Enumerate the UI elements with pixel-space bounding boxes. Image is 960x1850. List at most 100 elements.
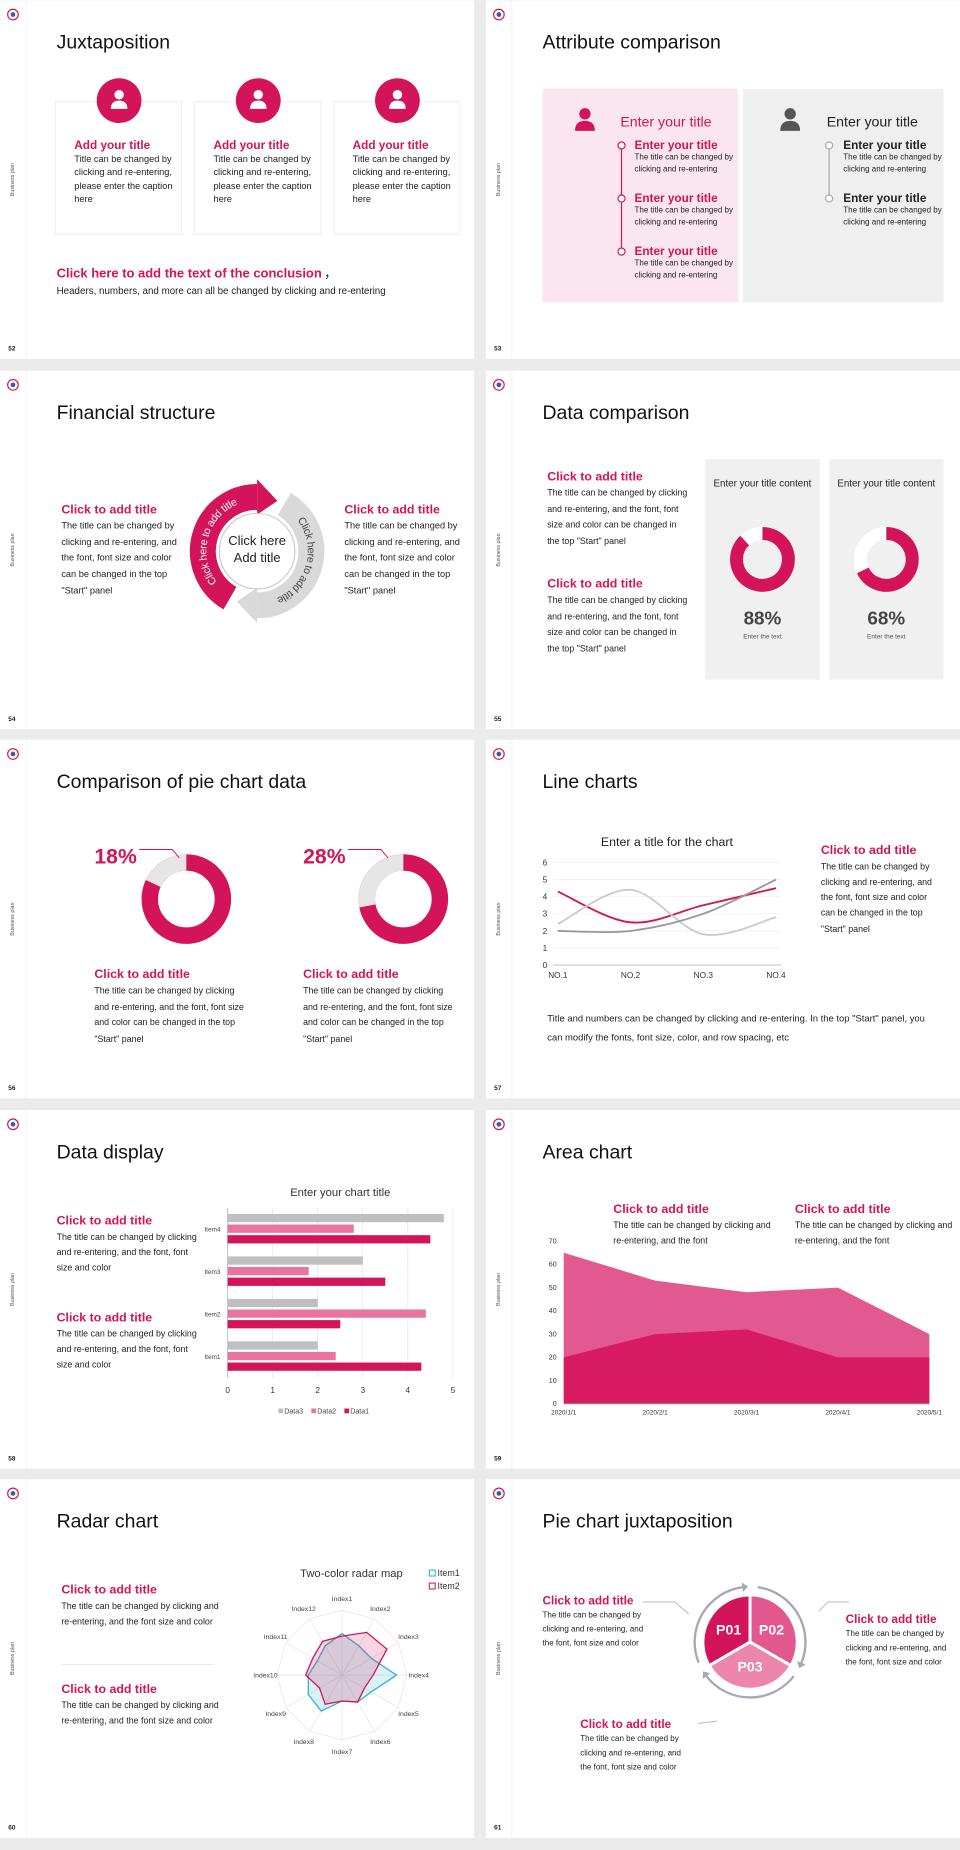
radar-series bbox=[304, 1631, 388, 1706]
block-title: Click to add title bbox=[61, 1583, 157, 1597]
page-number: 61 bbox=[494, 1825, 502, 1832]
bar bbox=[227, 1224, 354, 1233]
page-number: 53 bbox=[494, 346, 502, 353]
axis-label: Index9 bbox=[265, 1711, 286, 1718]
block-text: The title can be changed by clicking and… bbox=[61, 520, 177, 596]
y-tick-label: 2 bbox=[543, 927, 548, 936]
slide-title: Data display bbox=[57, 1142, 164, 1164]
bar bbox=[227, 1235, 431, 1244]
value-label: 68% bbox=[867, 607, 905, 628]
block-text-box: The title can be changed by clicking and… bbox=[542, 1611, 644, 1648]
connector bbox=[642, 1601, 690, 1615]
slide: Business plan 56 Comparison of pie chart d… bbox=[0, 739, 475, 1099]
timeline-dot bbox=[824, 194, 834, 203]
spoke bbox=[309, 1674, 343, 1732]
slide-title: Area chart bbox=[543, 1142, 633, 1164]
connector bbox=[818, 1601, 850, 1612]
legend-label: Data3 bbox=[284, 1408, 303, 1415]
item-text-box: The title can be changed by clicking and… bbox=[634, 153, 733, 174]
y-tick-label: 40 bbox=[549, 1308, 557, 1315]
item-text: The title can be changed by clicking and… bbox=[634, 206, 733, 227]
item-title: Enter your title bbox=[634, 192, 718, 205]
block-text: The title can be changed by clicking and… bbox=[547, 487, 688, 546]
x-tick-label: 2020/3/1 bbox=[734, 1409, 760, 1416]
timeline-dot bbox=[617, 194, 626, 203]
segment-label: P02 bbox=[759, 1621, 784, 1637]
item-text: The title can be changed by clicking and… bbox=[634, 153, 733, 174]
axis-label: Index2 bbox=[370, 1606, 391, 1613]
x-tick-label: 4 bbox=[406, 1386, 411, 1395]
card-title: Add your title bbox=[74, 139, 150, 152]
side-label: Business plan bbox=[10, 1273, 16, 1306]
page-number: 59 bbox=[494, 1455, 502, 1462]
y-tick-label: 30 bbox=[549, 1331, 557, 1338]
block-text-box: The title can be changed by clicking and… bbox=[61, 1601, 218, 1627]
legend-swatch bbox=[311, 1408, 317, 1414]
conclusion-title: Click here to add the text of the conclu… bbox=[57, 266, 322, 281]
center-label: Click here Add title bbox=[228, 534, 286, 565]
block-text-box: The title can be changed by clicking and… bbox=[547, 487, 688, 546]
axis-label: Index1 bbox=[332, 1596, 353, 1603]
item-text-box: The title can be changed by clicking and… bbox=[843, 206, 942, 227]
ring-arrow bbox=[797, 1661, 806, 1669]
page-number: 55 bbox=[494, 716, 502, 723]
logo-core bbox=[496, 12, 502, 17]
block-title: Click to add title bbox=[57, 1310, 153, 1324]
item-title: Enter your title bbox=[843, 139, 927, 152]
side-label: Business plan bbox=[496, 163, 502, 196]
item-text-box: The title can be changed by clicking and… bbox=[634, 206, 733, 227]
card-text-box: Title can be changed by clicking and re-… bbox=[353, 154, 451, 205]
icon-head bbox=[784, 108, 796, 120]
bar bbox=[227, 1320, 341, 1329]
slide: Business plan 52 Juxtaposition Add your tit… bbox=[0, 0, 475, 359]
pie-segment bbox=[707, 1640, 793, 1691]
x-tick-label: 2020/1/1 bbox=[551, 1409, 577, 1416]
y-tick-label: Item4 bbox=[204, 1227, 221, 1234]
spoke bbox=[341, 1618, 375, 1676]
side-label: Business plan bbox=[10, 533, 16, 566]
block-text-box: The title can be changed by clicking and… bbox=[613, 1219, 771, 1246]
donut-arc bbox=[145, 854, 187, 888]
block-title: Click to add title bbox=[613, 1202, 709, 1216]
legend-label: Data2 bbox=[317, 1408, 336, 1415]
y-tick-label: 5 bbox=[543, 876, 548, 885]
bar bbox=[227, 1213, 444, 1223]
block-text: The title can be changed by clicking and… bbox=[613, 1219, 771, 1246]
block-title: Click to add title bbox=[580, 1718, 671, 1731]
slide: Business plan 55 Data comparison Click to a… bbox=[485, 370, 960, 730]
card-text-box: Title can be changed by clicking and re-… bbox=[213, 154, 311, 205]
value-label: 28% bbox=[303, 846, 346, 869]
x-tick-label: 1 bbox=[270, 1386, 275, 1395]
block-text-box: The title can be changed by clicking and… bbox=[821, 861, 932, 934]
axis-label: Index11 bbox=[264, 1634, 288, 1641]
slide: Business plan 58 Data display Click to add … bbox=[0, 1110, 475, 1469]
y-tick-label: 0 bbox=[543, 961, 548, 970]
center-circle bbox=[218, 512, 296, 590]
icon-body bbox=[250, 100, 267, 109]
spoke bbox=[309, 1618, 343, 1676]
card-text: Title can be changed by clicking and re-… bbox=[74, 153, 173, 205]
item-title: Enter your title bbox=[634, 245, 718, 258]
side-label: Business plan bbox=[496, 903, 502, 936]
block-text: The title can be changed by clicking and… bbox=[344, 520, 460, 596]
line-series bbox=[557, 878, 777, 934]
ring-arrow bbox=[257, 479, 278, 515]
block-text: The title can be changed by clicking and… bbox=[303, 985, 453, 1044]
y-tick-label: 3 bbox=[543, 910, 548, 919]
block-title: Click to add title bbox=[61, 1682, 157, 1696]
item-text: The title can be changed by clicking and… bbox=[843, 206, 942, 227]
page-number: 52 bbox=[8, 346, 16, 353]
leader-line bbox=[139, 849, 180, 859]
y-tick-label: 50 bbox=[549, 1285, 557, 1292]
timeline-dot bbox=[824, 141, 834, 150]
axis-label: Index4 bbox=[408, 1672, 429, 1679]
y-tick-label: Item3 bbox=[204, 1269, 221, 1276]
item-text: The title can be changed by clicking and… bbox=[843, 153, 942, 174]
block-text: The title can be changed by clicking and… bbox=[542, 1611, 644, 1648]
block-text-box: The title can be changed by clicking and… bbox=[547, 595, 687, 653]
side-label: Business plan bbox=[10, 903, 16, 936]
x-tick-label: 2 bbox=[315, 1386, 320, 1395]
ring-arc bbox=[189, 483, 258, 610]
icon-body bbox=[389, 100, 406, 109]
slide: Business plan 60 Radar chart Click to add t… bbox=[0, 1479, 475, 1838]
